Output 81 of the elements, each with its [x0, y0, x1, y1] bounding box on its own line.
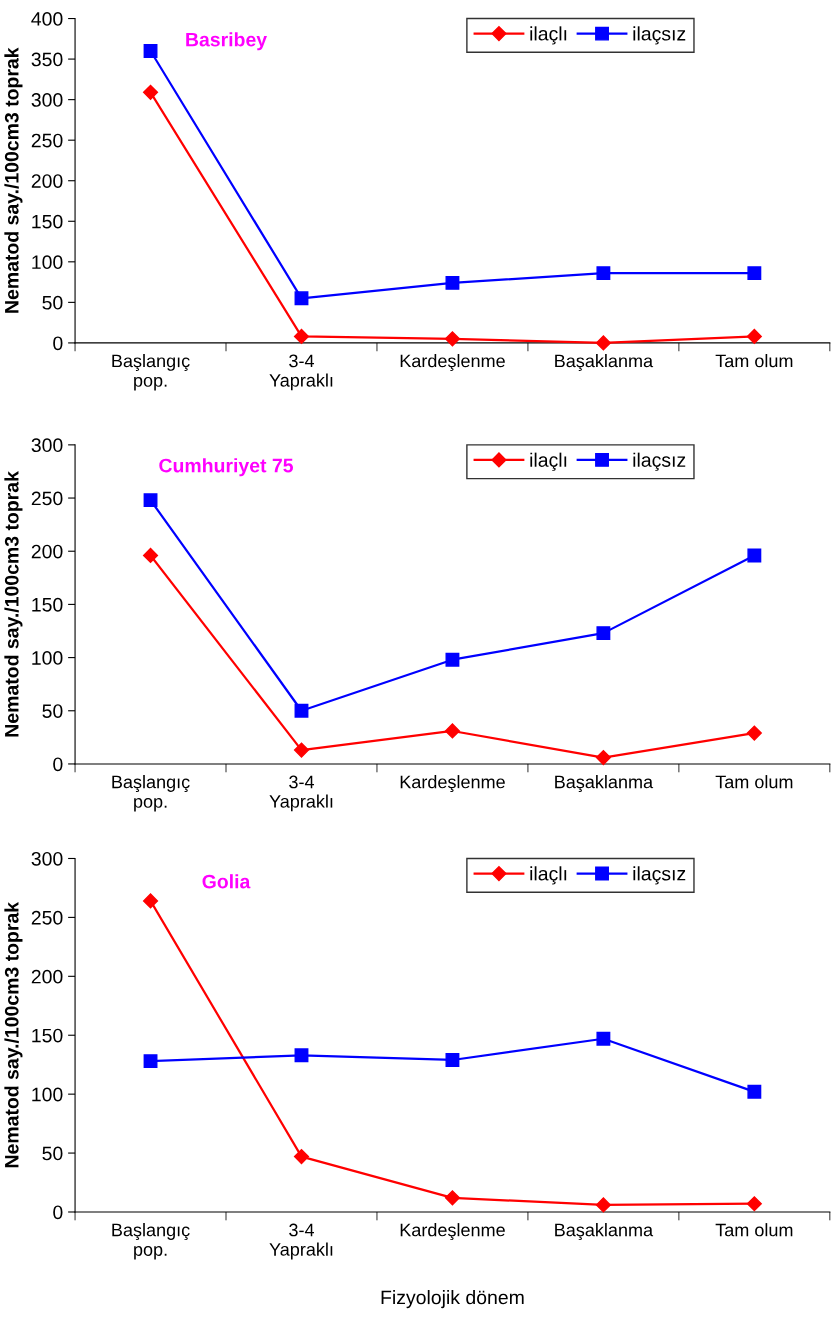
- point: [445, 1053, 460, 1067]
- y-tick-label: 50: [42, 295, 63, 310]
- point: [747, 548, 762, 563]
- point: [747, 266, 762, 281]
- x-tick-label: 3-4 Yapraklı: [269, 1223, 333, 1260]
- legend-label: ilaçlı: [530, 452, 567, 471]
- point: [143, 44, 158, 58]
- x-tick-label: 3-4 Yapraklı: [269, 775, 333, 812]
- point: [445, 275, 460, 290]
- x-tick-label: Başaklanma: [555, 1223, 654, 1241]
- legend-label: ilaçsız: [633, 26, 686, 45]
- point: [294, 703, 309, 718]
- y-tick-label: 200: [31, 969, 63, 984]
- y-tick-label: 250: [31, 910, 63, 925]
- y-tick-label: 150: [32, 214, 63, 229]
- y-tick-label: 400: [31, 12, 63, 26]
- x-tick-label: Tam olum: [715, 775, 793, 789]
- y-tick-label: 100: [32, 255, 63, 270]
- y-tick-label: 200: [31, 544, 63, 559]
- y-tick-label: 250: [31, 133, 63, 148]
- point: [746, 328, 762, 344]
- point: [143, 493, 158, 508]
- point: [294, 291, 309, 306]
- x-tick-label: Tam olum: [715, 1223, 793, 1237]
- x-tick-label: Başlangıç pop.: [112, 775, 190, 812]
- point: [444, 331, 461, 347]
- text: Golia: [202, 874, 251, 889]
- point: [596, 266, 611, 281]
- y-tick-label: 300: [31, 93, 63, 107]
- legend-label: ilaçlı: [530, 26, 567, 45]
- y-tick-label: 300: [31, 851, 63, 866]
- legend-label: ilaçsız: [633, 452, 686, 471]
- x-tick-label: Başlangıç pop.: [112, 354, 190, 391]
- point: [596, 626, 611, 641]
- y-tick-label: 0: [53, 1205, 63, 1220]
- point: [595, 1197, 611, 1213]
- point: [747, 1084, 762, 1099]
- y-tick-label: 100: [32, 651, 63, 665]
- point: [595, 749, 611, 766]
- x-tick-label: Kardeşlenme: [400, 775, 505, 792]
- text: Basribey: [186, 32, 267, 51]
- point: [294, 1048, 309, 1063]
- y-tick-label: 150: [32, 597, 63, 612]
- point: [142, 547, 159, 564]
- y-axis-title: Nematod say./100cm3 toprak: [4, 47, 23, 313]
- y-tick-label: 350: [31, 52, 63, 67]
- point: [444, 723, 461, 739]
- text: Cumhuriyet 75: [159, 458, 294, 477]
- legend-label: ilaçlı: [530, 866, 567, 885]
- point: [293, 742, 310, 758]
- y-axis-title: Nematod say./100cm3 toprak: [4, 471, 23, 737]
- point: [142, 84, 159, 100]
- point: [142, 893, 159, 909]
- y-tick-label: 250: [31, 491, 63, 506]
- x-tick-label: Kardeşlenme: [400, 354, 505, 371]
- x-tick-label: Başaklanma: [555, 775, 654, 792]
- y-tick-label: 0: [53, 336, 63, 351]
- point: [444, 1190, 461, 1206]
- y-tick-label: 300: [31, 438, 63, 453]
- x-tick-label: 3-4 Yapraklı: [269, 354, 333, 391]
- point: [445, 652, 460, 667]
- y-tick-label: 50: [42, 704, 63, 718]
- x-tick-label: Başaklanma: [555, 354, 654, 371]
- y-tick-label: 0: [53, 757, 63, 772]
- x-tick-label: Kardeşlenme: [400, 1223, 505, 1241]
- point: [293, 1149, 310, 1165]
- point: [293, 328, 310, 344]
- point: [746, 725, 762, 741]
- y-tick-label: 150: [32, 1028, 63, 1043]
- point: [595, 335, 611, 351]
- x-tick-label: Tam olum: [715, 354, 793, 368]
- x-axis-title: Fizyolojik dönem: [381, 1290, 524, 1309]
- legend-label: ilaçsız: [633, 866, 686, 885]
- point: [746, 1196, 762, 1212]
- y-tick-label: 50: [42, 1146, 63, 1161]
- point: [143, 1054, 158, 1069]
- point: [596, 1031, 611, 1046]
- y-tick-label: 100: [32, 1087, 63, 1102]
- y-axis-title: Nematod say./100cm3 toprak: [4, 901, 23, 1168]
- x-tick-label: Başlangıç pop.: [112, 1223, 190, 1260]
- y-tick-label: 200: [31, 174, 63, 188]
